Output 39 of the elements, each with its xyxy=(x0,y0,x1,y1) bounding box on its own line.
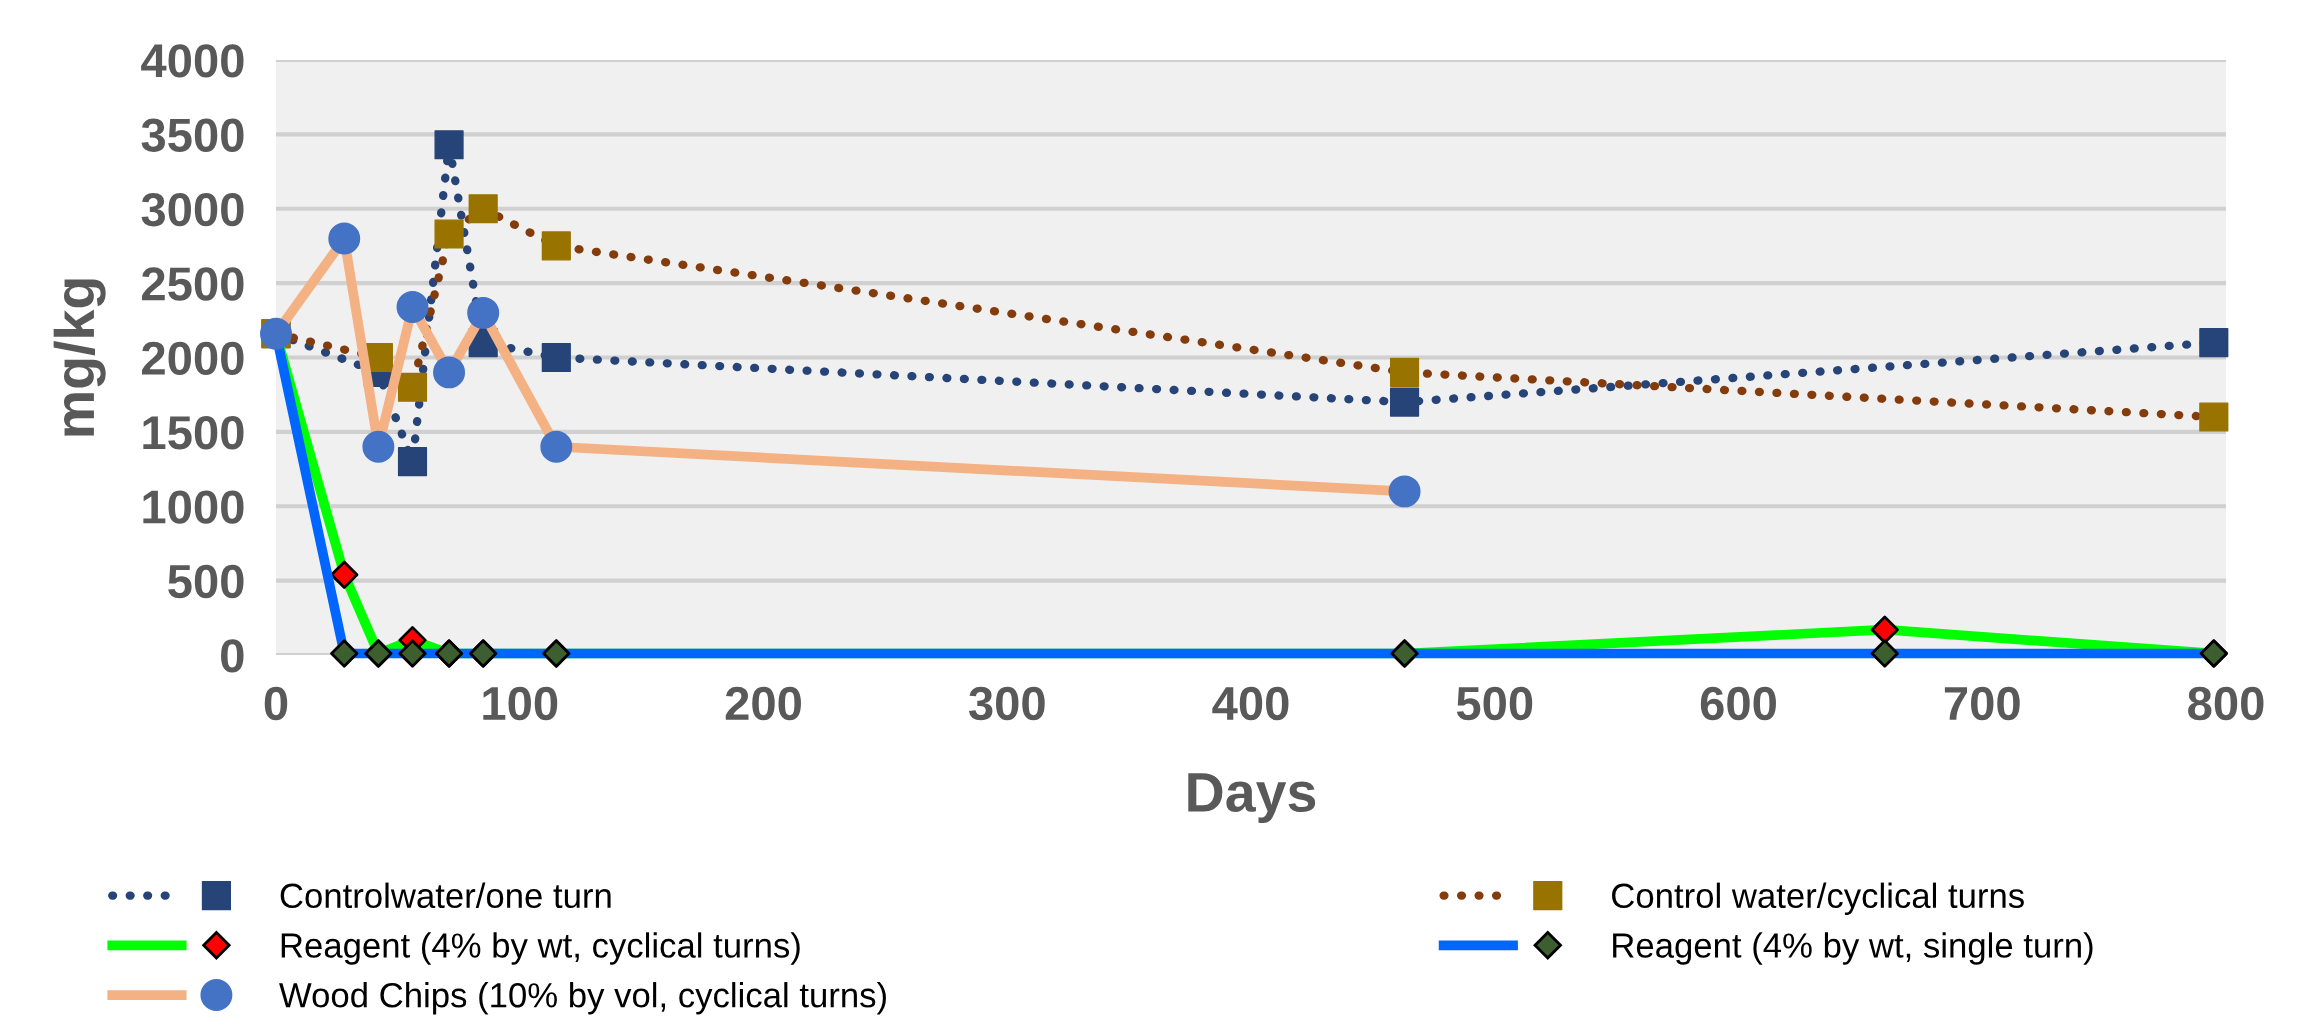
point xyxy=(434,219,464,249)
legend-label: Reagent (4% by wt, single turn) xyxy=(1613,932,2093,965)
x-tick-label: 200 xyxy=(725,686,801,721)
y-tick-label: 2500 xyxy=(142,267,244,301)
point xyxy=(2199,402,2229,432)
x-tick-label: 500 xyxy=(1456,686,1533,721)
x-tick-label: 0 xyxy=(264,686,288,721)
y-tick-label: 1000 xyxy=(143,490,244,524)
point xyxy=(1389,357,1420,387)
y-tick-label: 0 xyxy=(221,639,244,673)
point xyxy=(362,430,395,463)
point xyxy=(328,222,361,255)
legend-label: Controlwater/one turn xyxy=(280,882,611,909)
legend-label: Wood Chips (10% by vol, cyclical turns) xyxy=(279,982,886,1015)
point xyxy=(2199,328,2229,358)
point xyxy=(397,372,428,402)
x-tick-label: 400 xyxy=(1212,686,1289,721)
point xyxy=(397,447,428,477)
x-tick-label: 600 xyxy=(1700,686,1776,721)
point xyxy=(541,231,571,261)
x-tick-label: 700 xyxy=(1944,686,2020,721)
y-tick-label: 2000 xyxy=(142,341,244,376)
y-axis-title: mg/kg xyxy=(53,279,106,436)
y-tick-label: 4000 xyxy=(141,44,244,78)
point xyxy=(1388,475,1421,508)
legend-label: Control water/cyclical turns xyxy=(1612,882,2024,915)
x-axis-title: Days xyxy=(1188,773,1316,824)
legend-label: Reagent (4% by wt, cyclical turns) xyxy=(281,932,800,965)
y-tick-label: 500 xyxy=(168,564,244,599)
y-tick-label: 3000 xyxy=(141,192,244,227)
y-tick-label: 3500 xyxy=(141,118,244,153)
x-tick-label: 800 xyxy=(2188,686,2264,721)
point xyxy=(434,130,464,160)
point xyxy=(541,342,571,373)
y-tick-label: 1500 xyxy=(143,416,244,450)
point xyxy=(1389,387,1420,417)
point xyxy=(468,194,498,224)
x-tick-label: 100 xyxy=(483,686,558,721)
x-tick-label: 300 xyxy=(968,686,1045,721)
